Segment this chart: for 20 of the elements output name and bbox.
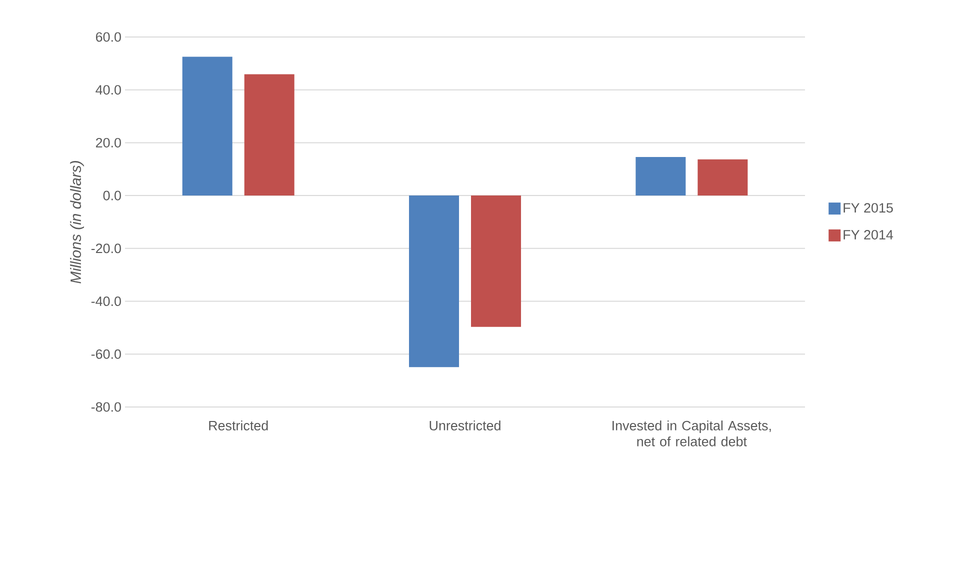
x-tick-label: Invested in Capital Assets, net of related debt bbox=[612, 420, 771, 446]
bar bbox=[471, 196, 522, 327]
y-tick-label: 20.0 bbox=[96, 138, 121, 148]
y-axis-title: Millions (in dollars) bbox=[70, 161, 84, 284]
x-tick-label: Restricted bbox=[209, 420, 268, 430]
y-tick-label: -60.0 bbox=[91, 349, 121, 359]
x-tick-label: Unrestricted bbox=[430, 420, 500, 430]
y-tick-label: 0.0 bbox=[103, 190, 121, 200]
bar bbox=[698, 159, 748, 196]
y-tick-label: 60.0 bbox=[96, 32, 121, 42]
y-tick-label: 40.0 bbox=[96, 85, 121, 95]
legend-label: FY 2014 bbox=[844, 230, 894, 240]
bar bbox=[409, 196, 460, 368]
bar bbox=[182, 56, 232, 196]
bar bbox=[636, 156, 686, 196]
y-tick-label: -40.0 bbox=[91, 296, 121, 306]
y-tick-label: -80.0 bbox=[91, 402, 121, 412]
bar bbox=[244, 74, 294, 196]
y-tick-label: -20.0 bbox=[91, 244, 121, 254]
legend-label: FY 2015 bbox=[844, 203, 893, 213]
